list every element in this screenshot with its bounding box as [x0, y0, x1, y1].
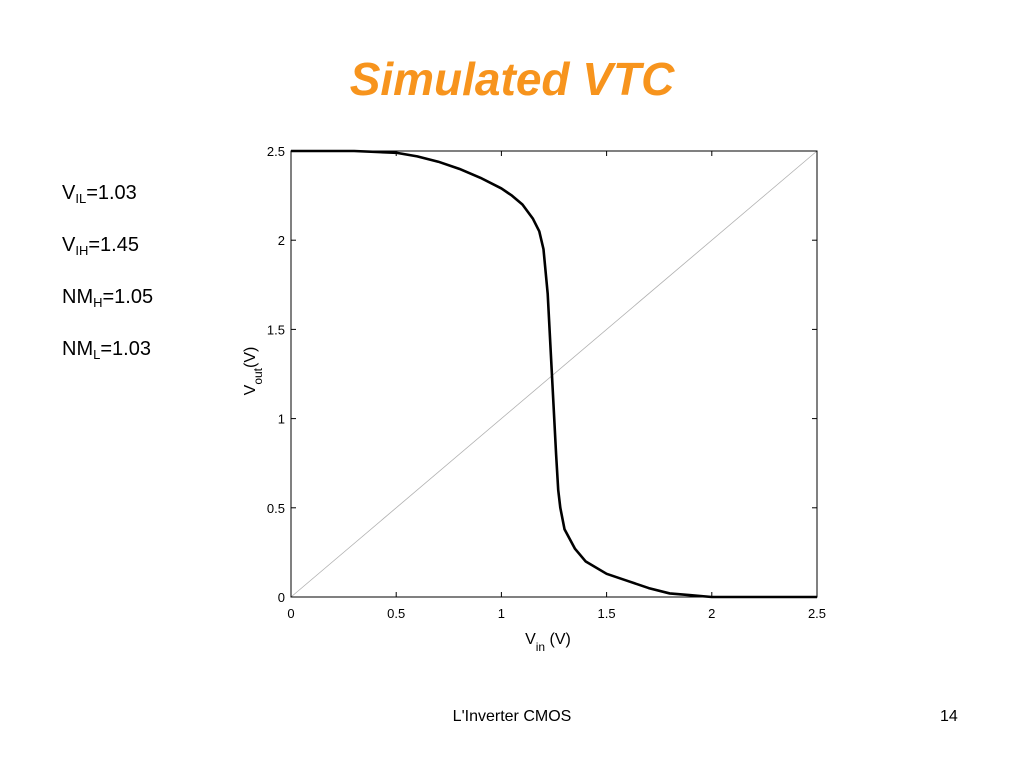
metric-vil-base: V	[62, 182, 76, 204]
x-tick-label: 1.5	[598, 606, 616, 621]
y-axis-label-unit: (V)	[242, 347, 259, 368]
y-tick-label: 2	[278, 233, 285, 248]
y-tick-label: 0	[278, 590, 285, 605]
x-tick-label: 0.5	[387, 606, 405, 621]
metric-nmh-sub: H	[93, 295, 103, 310]
metric-nmh-value: =1.05	[102, 286, 154, 308]
y-axis-label-base: V	[242, 384, 259, 395]
y-tick-label: 1.5	[267, 322, 285, 337]
y-tick-label: 2.5	[267, 144, 285, 159]
metric-nml-base: NM	[62, 338, 94, 360]
metric-vil-sub: IL	[75, 191, 87, 206]
metric-vil-value: =1.03	[86, 182, 137, 204]
x-axis-label: Vin (V)	[525, 631, 571, 654]
y-axis-label: Vout(V)	[242, 347, 265, 396]
svg-text:Vout(V): Vout(V)	[242, 347, 265, 396]
plot-frame	[290, 150, 818, 598]
metric-vih-base: V	[62, 234, 76, 256]
reference-diagonal-layer	[290, 150, 818, 598]
x-tick-label: 0	[287, 606, 294, 621]
reference-diagonal-line	[290, 150, 818, 598]
svg-text:Vin (V): Vin (V)	[525, 631, 571, 654]
x-axis-label-base: V	[525, 631, 536, 648]
metric-vih: VIH=1.45	[62, 222, 153, 274]
metrics-list: VIL=1.03 VIH=1.45 NMH=1.05 NML=1.03	[62, 170, 153, 378]
vtc-curve-line	[291, 149, 817, 599]
metric-vih-value: =1.45	[88, 234, 139, 256]
metric-vih-sub: IH	[75, 243, 89, 258]
slide-title: Simulated VTC	[349, 53, 675, 105]
tick-layer: 0 0.5 1 1.5 2 2.5 0 0.5 1 1.5 2 2.5	[267, 144, 826, 621]
x-axis-label-sub: in	[536, 640, 545, 654]
x-tick-label: 1	[498, 606, 505, 621]
page-number: 14	[940, 708, 958, 725]
y-tick-label: 0.5	[267, 501, 285, 516]
metric-vil: VIL=1.03	[62, 170, 153, 222]
metric-nmh: NMH=1.05	[62, 274, 153, 326]
metric-nmh-base: NM	[62, 286, 94, 308]
vtc-curve-layer	[291, 149, 817, 599]
x-axis-label-unit: (V)	[545, 631, 571, 648]
metric-nml-value: =1.03	[100, 338, 151, 360]
y-axis-label-sub: out	[251, 367, 265, 384]
slide-footer: L'Inverter CMOS	[452, 708, 572, 725]
metric-nml: NML=1.03	[62, 326, 153, 378]
x-tick-label: 2	[708, 606, 715, 621]
metric-nml-sub: L	[93, 347, 101, 362]
y-tick-label: 1	[278, 412, 285, 427]
x-tick-label: 2.5	[808, 606, 826, 621]
